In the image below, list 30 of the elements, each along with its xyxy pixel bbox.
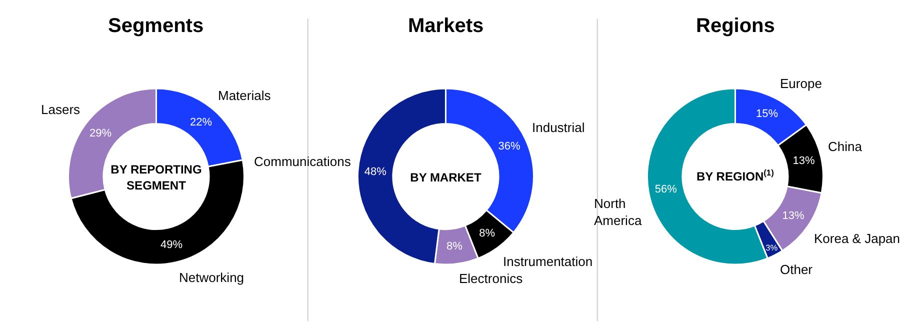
slice-label: Electronics xyxy=(459,271,524,286)
text: BY REPORTING SEGMENT xyxy=(110,162,202,192)
data-label: 48% xyxy=(364,166,387,178)
slice-label: Other xyxy=(780,262,814,277)
slice-label: Korea & Japan xyxy=(814,231,900,246)
slice-label: China xyxy=(828,139,863,154)
data-label: 15% xyxy=(756,108,778,120)
chart-title: Segments xyxy=(108,15,204,37)
data-label: 13% xyxy=(782,210,805,222)
data-label: 29% xyxy=(89,127,112,140)
chart-title: Markets xyxy=(408,15,484,37)
data-label: 8% xyxy=(479,228,496,240)
data-label: 22% xyxy=(190,116,212,128)
data-label: 49% xyxy=(160,239,183,252)
data-label: 13% xyxy=(792,155,816,168)
slice-label: Networking xyxy=(179,270,244,285)
slice-label: Instrumentation xyxy=(503,254,593,269)
slice-label: Lasers xyxy=(41,102,81,117)
slice-label: Industrial xyxy=(532,120,585,135)
data-label: 3% xyxy=(766,243,778,252)
slice-label: North America xyxy=(594,196,642,228)
chart-title: Regions xyxy=(696,15,775,37)
slice-label: Materials xyxy=(218,88,272,103)
data-label: 56% xyxy=(654,184,678,196)
text: BY REGION$^{(1)}$ xyxy=(696,167,774,184)
text: BY MARKET xyxy=(410,170,482,184)
data-label: 36% xyxy=(498,140,521,153)
data-label: 8% xyxy=(446,240,463,252)
slice-label: Europe xyxy=(780,76,822,91)
slice-label: Communications xyxy=(254,154,352,169)
